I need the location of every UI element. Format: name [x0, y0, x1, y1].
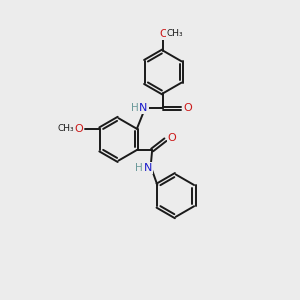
Text: H: H — [131, 103, 139, 113]
Text: H: H — [135, 163, 143, 173]
Text: O: O — [159, 29, 168, 39]
Text: CH₃: CH₃ — [57, 124, 74, 133]
Text: O: O — [167, 133, 176, 143]
Text: O: O — [74, 124, 83, 134]
Text: CH₃: CH₃ — [167, 29, 183, 38]
Text: O: O — [183, 103, 192, 113]
Text: N: N — [144, 163, 152, 173]
Text: N: N — [139, 103, 148, 113]
